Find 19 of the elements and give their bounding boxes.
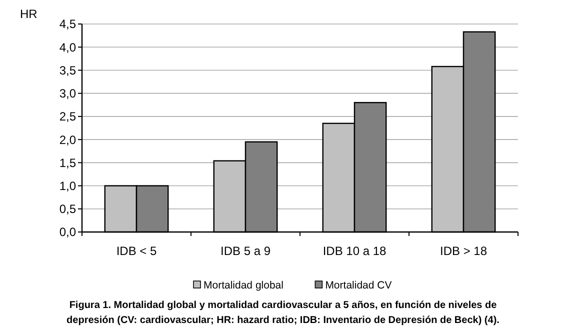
y-tick-label: 1,5	[59, 156, 76, 170]
y-tick-label: 4,0	[59, 40, 76, 54]
legend-label: Mortalidad CV	[325, 280, 392, 292]
y-tick-label: 0,0	[59, 225, 76, 240]
legend-label: Mortalidad global	[204, 280, 284, 292]
y-tick-label: 2,5	[59, 110, 76, 124]
y-tick-label: 0,5	[59, 202, 76, 216]
y-tick-label: 1,0	[59, 178, 76, 193]
y-tick-label: 2,0	[59, 132, 76, 147]
text: depresión (CV: cardiovascular; HR: hazard ratio; IDB: Inventario de Depresión de Beck) (4).	[66, 315, 500, 326]
y-axis-title: HR	[20, 7, 38, 21]
x-tick-label: IDB < 5	[116, 244, 157, 258]
y-tick-label: 3,0	[59, 86, 76, 101]
x-tick-label: IDB 10 a 18	[322, 244, 387, 258]
x-tick-label: IDB 5 a 9	[220, 244, 271, 258]
x-tick-label: IDB > 18	[440, 244, 488, 258]
text: Figura 1. Mortalidad global y mortalidad cardiovascular a 5 años, en función de niveles de	[69, 300, 498, 311]
y-tick-label: 3,5	[59, 63, 76, 78]
y-tick-label: 4,5	[59, 17, 76, 32]
